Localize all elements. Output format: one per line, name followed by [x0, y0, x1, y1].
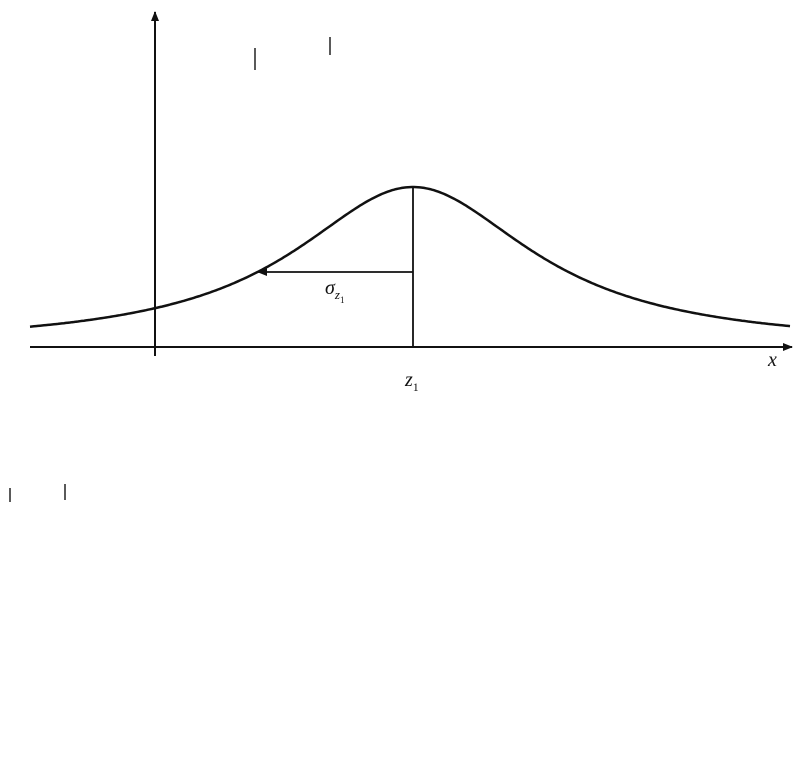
sigma-subscript: z	[334, 287, 340, 302]
sigma-symbol: σ	[325, 277, 336, 299]
density-curve	[29, 185, 791, 328]
mean-symbol: z	[404, 369, 413, 391]
mean-label: z1	[404, 369, 419, 394]
mean-subscript: 1	[413, 380, 419, 394]
x-axis-label: x	[767, 349, 777, 371]
sigma-label: σz1	[325, 277, 344, 305]
sigma-sub-subscript: 1	[340, 295, 345, 305]
